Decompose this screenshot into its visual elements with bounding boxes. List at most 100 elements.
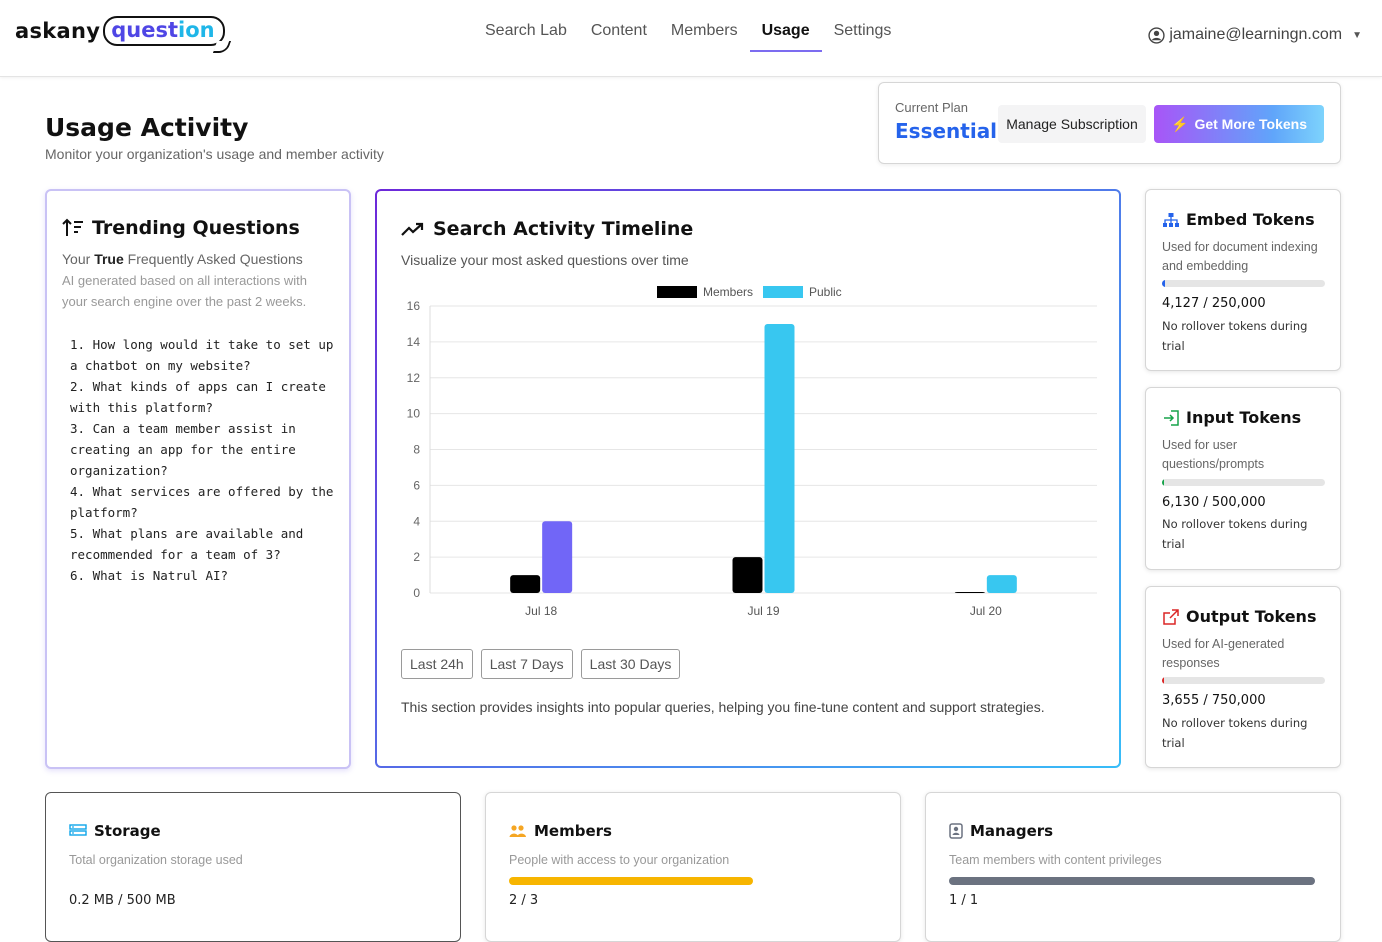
range-buttons: Last 24h Last 7 Days Last 30 Days [401, 649, 681, 679]
chevron-down-icon: ▼ [1352, 29, 1362, 41]
bar-members [954, 592, 985, 593]
output-tokens-count: 3,655 / 750,000 [1162, 693, 1266, 708]
output-tokens-progress [1162, 677, 1325, 684]
range-24h-button[interactable]: Last 24h [401, 649, 473, 679]
y-tick-label: 6 [413, 478, 420, 492]
nav-members[interactable]: Members [670, 22, 738, 39]
members-title-text: Members [534, 822, 612, 840]
input-tokens-progress [1162, 479, 1325, 486]
y-tick-label: 12 [407, 371, 421, 385]
storage-title: Storage [69, 822, 161, 840]
question-item: 4. What services are offered by the plat… [70, 484, 334, 520]
nav-search-lab[interactable]: Search Lab [485, 22, 567, 39]
trending-desc-bold: True [94, 251, 124, 267]
question-item: 3. Can a team member assist in creating … [70, 421, 296, 478]
range-7d-button[interactable]: Last 7 Days [480, 649, 573, 679]
input-tokens-note: No rollover tokens during trial [1162, 517, 1308, 551]
trending-title-text: Trending Questions [92, 217, 300, 239]
embed-tokens-title-text: Embed Tokens [1186, 210, 1315, 229]
timeline-title: Search Activity Timeline [401, 218, 693, 240]
managers-desc: Team members with content privileges [949, 853, 1162, 867]
trending-desc-suffix: Frequently Asked Questions [123, 251, 303, 267]
storage-title-text: Storage [94, 822, 161, 840]
user-menu[interactable]: jamaine@learningn.com ▼ [1148, 26, 1362, 44]
y-tick-label: 2 [413, 550, 420, 564]
y-tick-label: 14 [407, 335, 421, 349]
progress-fill [1162, 479, 1164, 486]
managers-value: 1 / 1 [949, 893, 979, 908]
brand-logo[interactable]: askany question [15, 16, 231, 53]
storage-card: Storage Total organization storage used … [45, 792, 461, 942]
output-tokens-title-text: Output Tokens [1186, 607, 1317, 626]
timeline-title-text: Search Activity Timeline [433, 218, 694, 240]
bar-public [986, 575, 1017, 593]
y-tick-label: 8 [413, 443, 420, 457]
brand-logo-text-1: askany [15, 19, 101, 43]
managers-card: Managers Team members with content privi… [925, 792, 1341, 942]
x-tick-label: Jul 20 [970, 604, 1002, 618]
activity-bar-chart: 0 2 4 6 8 10 12 14 16 Jul 18 Jul 19 Jul 20 Members Pu… [407, 286, 1097, 618]
members-value: 2 / 3 [509, 893, 539, 908]
brand-logo-text-2a: quest [111, 18, 179, 42]
embed-tokens-note: No rollover tokens during trial [1162, 319, 1308, 353]
get-more-tokens-label: Get More Tokens [1194, 115, 1307, 132]
search-timeline-card: Search Activity Timeline Visualize your … [375, 189, 1121, 768]
sort-amount-icon [62, 218, 83, 236]
progress-fill [1162, 280, 1165, 287]
members-progress [509, 877, 754, 885]
bar-members [510, 575, 541, 593]
managers-progress [949, 877, 1315, 885]
bubble-tail [212, 41, 231, 53]
embed-tokens-card: Embed Tokens Used for document indexing … [1145, 189, 1341, 371]
main-nav: Search Lab Content Members Usage Setting… [473, 0, 903, 77]
embed-tokens-desc: Used for document indexing and embedding [1162, 240, 1318, 273]
input-tokens-desc: Used for user questions/prompts [1162, 438, 1265, 471]
x-tick-label: Jul 18 [525, 604, 557, 618]
trending-up-icon [401, 222, 424, 236]
top-navbar: askany question Search Lab Content Membe… [0, 0, 1382, 77]
output-tokens-desc: Used for AI-generated responses [1162, 637, 1285, 670]
plan-name: Essentials [895, 119, 1009, 143]
legend-swatch [763, 286, 803, 298]
external-link-icon [1163, 608, 1179, 625]
embed-tokens-title: Embed Tokens [1162, 210, 1315, 229]
y-tick-label: 16 [407, 299, 421, 313]
nav-usage[interactable]: Usage [749, 0, 822, 52]
embed-tokens-progress [1162, 280, 1325, 287]
sitemap-icon [1163, 212, 1179, 227]
managers-title-text: Managers [970, 822, 1054, 840]
brand-logo-text-2b: ion [178, 18, 215, 42]
users-icon [509, 825, 526, 837]
question-item: 6. What is Natrul AI? [70, 568, 229, 583]
nav-content[interactable]: Content [590, 22, 647, 39]
output-tokens-card: Output Tokens Used for AI-generated resp… [1145, 586, 1341, 768]
trending-desc: Your True Frequently Asked Questions [62, 251, 303, 267]
members-card: Members People with access to your organ… [485, 792, 901, 942]
y-tick-label: 0 [413, 586, 420, 600]
embed-tokens-count: 4,127 / 250,000 [1162, 296, 1266, 311]
brand-logo-bubble: question [103, 16, 231, 53]
bar-public [764, 323, 795, 593]
storage-desc: Total organization storage used [69, 853, 243, 867]
get-more-tokens-button[interactable]: ⚡ Get More Tokens [1154, 105, 1324, 143]
question-list: 1. How long would it take to set up a ch… [70, 334, 340, 586]
trending-desc-2: AI generated based on all interactions w… [62, 273, 307, 309]
timeline-footnote: This section provides insights into popu… [401, 699, 1045, 715]
page-subtitle: Monitor your organization's usage and me… [45, 146, 384, 162]
bar-public [542, 521, 573, 593]
legend-label: Public [809, 286, 842, 299]
legend-swatch [657, 286, 697, 298]
output-tokens-title: Output Tokens [1162, 607, 1316, 626]
nav-settings[interactable]: Settings [833, 22, 892, 39]
server-icon [69, 824, 87, 836]
trending-questions-card: Trending Questions Your True Frequently … [45, 189, 351, 769]
y-tick-label: 4 [413, 514, 420, 528]
manage-subscription-button[interactable]: Manage Subscription [998, 105, 1146, 143]
input-tokens-count: 6,130 / 500,000 [1162, 495, 1266, 510]
user-circle-icon [1148, 26, 1165, 44]
y-tick-label: 10 [407, 407, 421, 421]
trending-desc-prefix: Your [62, 251, 95, 267]
members-title: Members [509, 822, 612, 840]
sign-in-icon [1164, 409, 1179, 426]
range-30d-button[interactable]: Last 30 Days [580, 649, 681, 679]
